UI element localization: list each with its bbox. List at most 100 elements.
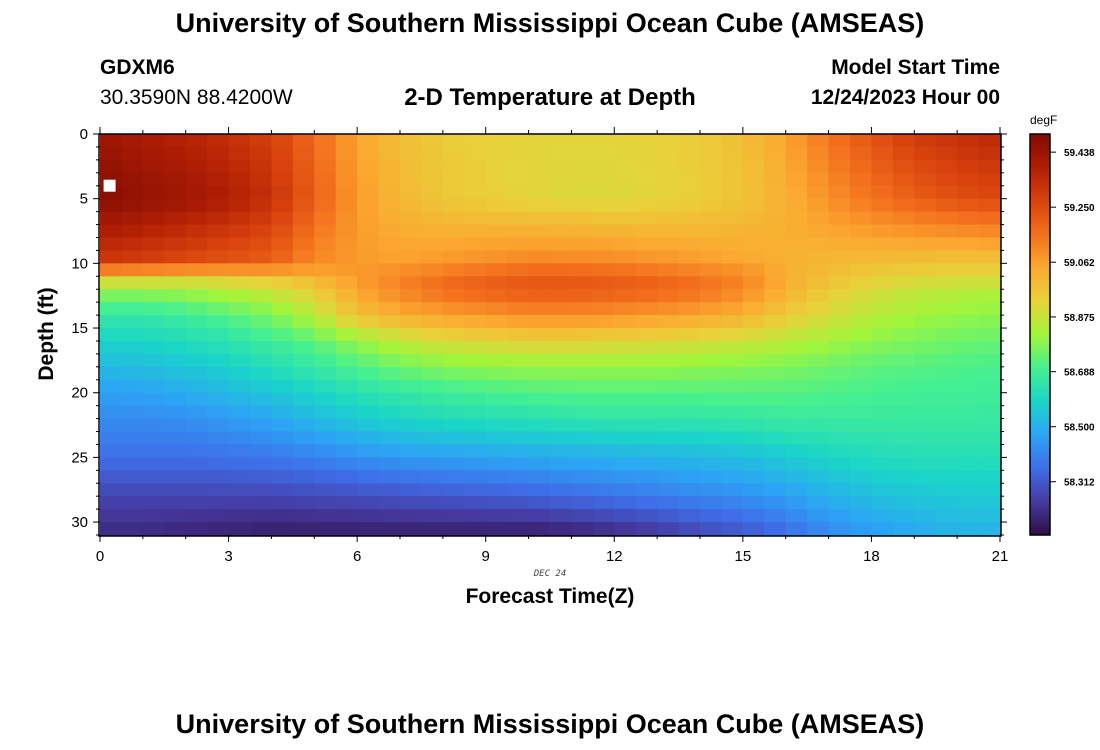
heatmap-cell — [528, 444, 551, 458]
heatmap-cell — [550, 522, 573, 536]
heatmap-cell — [850, 483, 873, 497]
heatmap-cell — [378, 172, 401, 187]
heatmap-cell — [742, 509, 765, 523]
heatmap-cell — [978, 509, 1001, 523]
heatmap-cell — [335, 172, 358, 187]
heatmap-cell — [528, 483, 551, 497]
heatmap-cell — [250, 457, 273, 471]
heatmap-cell — [764, 392, 787, 407]
heatmap-cell — [378, 418, 401, 433]
heatmap-cell — [442, 289, 465, 303]
heatmap-cell — [464, 224, 487, 239]
heatmap-cell — [635, 470, 658, 484]
heatmap-cell — [550, 496, 573, 510]
heatmap-cell — [828, 263, 851, 277]
heatmap-cell — [121, 366, 144, 381]
heatmap-cell — [121, 509, 144, 523]
heatmap-cell — [378, 470, 401, 484]
heatmap-cell — [614, 483, 637, 497]
heatmap-cell — [592, 185, 615, 200]
heatmap-cell — [978, 315, 1001, 329]
heatmap-cell — [592, 250, 615, 264]
heatmap-cell — [571, 328, 594, 342]
heatmap-cell — [378, 444, 401, 458]
heatmap-cell — [914, 483, 937, 497]
heatmap-cell — [507, 159, 530, 174]
heatmap-cell — [550, 509, 573, 523]
heatmap-cell — [485, 496, 508, 510]
heatmap-cell — [914, 418, 937, 433]
heatmap-cell — [335, 263, 358, 277]
heatmap-cell — [657, 483, 680, 497]
heatmap-cell — [378, 366, 401, 381]
heatmap-cell — [250, 366, 273, 381]
heatmap-cell — [507, 496, 530, 510]
heatmap-cell — [957, 340, 980, 355]
heatmap-cell — [250, 405, 273, 420]
heatmap-cell — [978, 289, 1001, 303]
heatmap-cell — [121, 263, 144, 277]
heatmap-cell — [421, 172, 444, 187]
heatmap-cell — [357, 444, 380, 458]
heatmap-cell — [914, 457, 937, 471]
heatmap-cell — [957, 379, 980, 394]
heatmap-cell — [185, 172, 208, 187]
heatmap-cell — [978, 444, 1001, 458]
heatmap-cell — [357, 353, 380, 368]
heatmap-cell — [935, 431, 958, 446]
heatmap-cell — [850, 276, 873, 290]
heatmap-cell — [614, 146, 637, 161]
heatmap-cell — [442, 185, 465, 200]
heatmap-cell — [614, 470, 637, 484]
heatmap-cell — [635, 211, 658, 226]
heatmap-cell — [614, 250, 637, 264]
heatmap-cell — [528, 405, 551, 420]
heatmap-cell — [507, 366, 530, 381]
heatmap-cell — [828, 289, 851, 303]
heatmap-cell — [764, 522, 787, 536]
heatmap-cell — [678, 250, 701, 264]
heatmap-cell — [228, 470, 251, 484]
heatmap-cell — [571, 353, 594, 368]
heatmap-cell — [850, 379, 873, 394]
heatmap-cell — [571, 263, 594, 277]
heatmap-cell — [142, 198, 165, 213]
heatmap-cell — [571, 172, 594, 187]
heatmap-cell — [100, 522, 123, 536]
heatmap-cell — [164, 431, 187, 446]
heatmap-cell — [721, 366, 744, 381]
heatmap-cell — [700, 392, 723, 407]
heatmap-cell — [271, 353, 294, 368]
heatmap-cell — [292, 444, 315, 458]
heatmap-cell — [700, 250, 723, 264]
heatmap-cell — [357, 237, 380, 252]
heatmap-cell — [957, 366, 980, 381]
heatmap-cell — [957, 353, 980, 368]
heatmap-cell — [635, 237, 658, 252]
heatmap-cell — [357, 146, 380, 161]
heatmap-cell — [807, 496, 830, 510]
heatmap-cell — [142, 185, 165, 200]
heatmap-cell — [935, 263, 958, 277]
heatmap-cell — [721, 522, 744, 536]
heatmap-cell — [250, 134, 273, 148]
heatmap-cell — [657, 289, 680, 303]
heatmap-cell — [871, 418, 894, 433]
heatmap-cell — [721, 444, 744, 458]
heatmap-cell — [400, 237, 423, 252]
heatmap-cell — [485, 470, 508, 484]
heatmap-cell — [850, 289, 873, 303]
heatmap-cell — [721, 340, 744, 355]
x-tick-labels: 0 3 6 9 12 15 18 21 — [96, 548, 1009, 565]
heatmap-cell — [914, 263, 937, 277]
heatmap-cell — [957, 418, 980, 433]
y-tick-label: 0 — [80, 126, 88, 143]
heatmap-cell — [871, 509, 894, 523]
y-tick-labels: 0 5 10 15 20 25 30 — [71, 126, 88, 531]
heatmap-cell — [121, 224, 144, 239]
heatmap-cell — [785, 211, 808, 226]
heatmap-cell — [292, 522, 315, 536]
heatmap-cell — [485, 211, 508, 226]
heatmap-cell — [850, 509, 873, 523]
heatmap-cell — [442, 263, 465, 277]
